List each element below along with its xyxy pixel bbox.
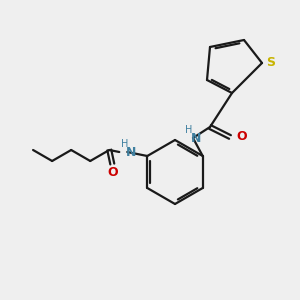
Text: H: H [185, 125, 193, 135]
Text: N: N [191, 133, 201, 146]
Text: O: O [236, 130, 247, 143]
Text: O: O [107, 166, 118, 178]
Text: N: N [126, 146, 136, 160]
Text: S: S [266, 56, 275, 70]
Text: H: H [121, 139, 128, 149]
